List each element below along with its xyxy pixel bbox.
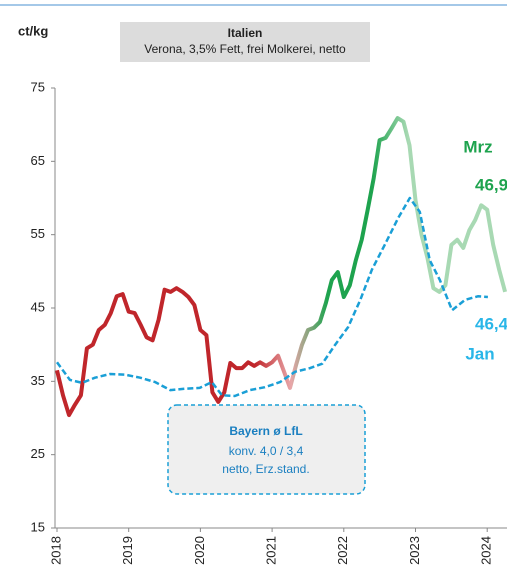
annotation: 46,91 (475, 175, 507, 194)
annotation: Jan (465, 344, 494, 363)
y-tick-label: 65 (31, 153, 45, 168)
legend-box (167, 404, 366, 495)
y-tick-label: 75 (31, 79, 45, 94)
x-tick-label: 2019 (120, 536, 135, 565)
annotation: konv. 4,0 / 3,4 (229, 444, 304, 458)
annotation: netto, Erz.stand. (222, 462, 309, 476)
y-tick-label: 45 (31, 299, 45, 314)
y-tick-label: 15 (31, 519, 45, 534)
annotation: Bayern ø LfL (229, 424, 302, 438)
x-tick-label: 2022 (335, 536, 350, 565)
y-tick-label: 25 (31, 446, 45, 461)
annotation: 46,45 (475, 314, 507, 333)
annotation: Mrz (463, 137, 492, 156)
x-tick-label: 2020 (192, 536, 207, 565)
x-tick-label: 2023 (407, 536, 422, 565)
x-tick-label: 2018 (48, 536, 63, 565)
y-tick-label: 55 (31, 226, 45, 241)
x-tick-label: 2021 (264, 536, 279, 565)
x-tick-label: 2024 (479, 536, 494, 565)
chart-subtitle: Verona, 3,5% Fett, frei Molkerei, netto (144, 42, 346, 56)
y-tick-label: 35 (31, 373, 45, 388)
series-line (55, 116, 507, 418)
title-box (120, 22, 370, 62)
chart-title: Italien (228, 26, 263, 40)
series-line (55, 196, 488, 398)
y-axis-label: ct/kg (18, 23, 48, 38)
